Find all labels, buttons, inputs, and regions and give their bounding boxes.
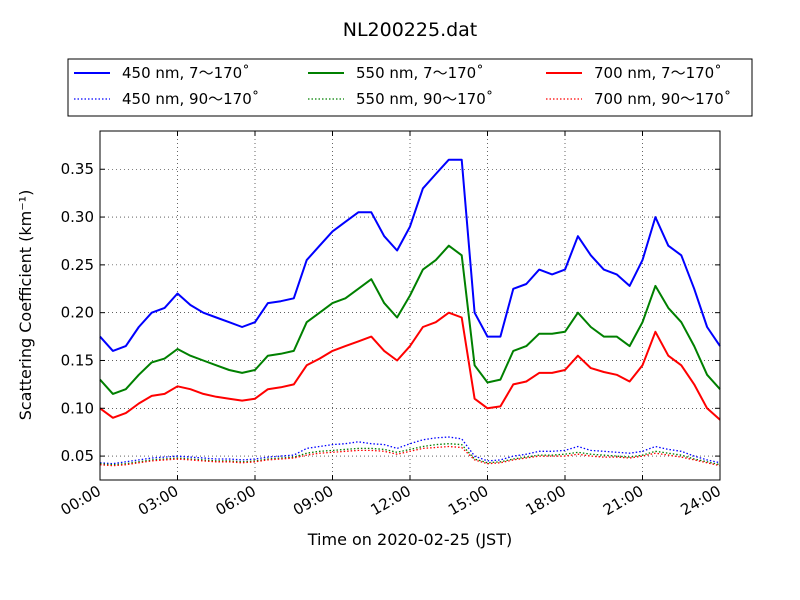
y-axis-label: Scattering Coefficient (km⁻¹) (16, 190, 35, 421)
legend-label-4: 700 nm, 7～170˚ (594, 64, 722, 82)
y-tick-label: 0.25 (61, 256, 94, 274)
y-tick-label: 0.10 (61, 399, 94, 417)
y-tick-label: 0.20 (61, 304, 94, 322)
y-tick-label: 0.15 (61, 351, 94, 369)
x-tick-label: 24:00 (678, 482, 724, 519)
x-tick-label: 03:00 (135, 482, 181, 519)
ticks: 00:00 03:00 06:00 09:00 12:00 15:00 18:00 21:00… (58, 131, 724, 519)
series-line-5 (99, 445, 721, 467)
x-tick-label: 00:00 (58, 482, 104, 519)
gridlines (100, 131, 720, 480)
chart-title: NL200225.dat (343, 19, 478, 41)
y-tick-label: 0.30 (61, 208, 94, 226)
series-line-4 (99, 311, 721, 421)
legend-label-0: 450 nm, 7～170˚ (122, 64, 250, 82)
x-tick-label: 09:00 (290, 482, 336, 519)
x-tick-label: 06:00 (213, 482, 259, 519)
x-tick-label: 12:00 (368, 482, 414, 519)
legend-box (67, 58, 753, 117)
y-tick-label: 0.05 (61, 447, 94, 465)
legend-label-3: 550 nm, 90～170˚ (356, 90, 493, 108)
legend: 450 nm, 7～170˚ 450 nm, 90～170˚ 550 nm, 7～1… (67, 58, 753, 117)
legend-label-2: 550 nm, 7～170˚ (356, 64, 484, 82)
series-lines (99, 158, 721, 467)
series-line-0 (99, 158, 721, 352)
plot-frame (99, 130, 721, 481)
series-line-3 (99, 443, 721, 466)
y-tick-label: 0.35 (61, 160, 94, 178)
legend-label-5: 700 nm, 90～170˚ (594, 90, 731, 108)
series-line-2 (99, 244, 721, 395)
x-axis-label: Time on 2020-02-25 (JST) (307, 530, 512, 549)
x-tick-label: 15:00 (445, 482, 491, 519)
legend-label-1: 450 nm, 90～170˚ (122, 90, 259, 108)
x-tick-label: 18:00 (523, 482, 569, 519)
x-tick-label: 21:00 (600, 482, 646, 519)
